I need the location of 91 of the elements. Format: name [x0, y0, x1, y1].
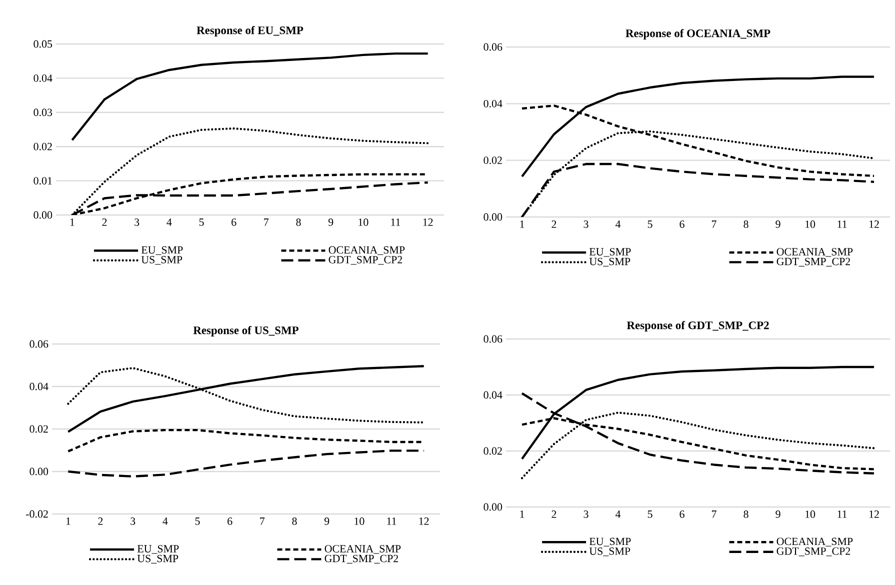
legend-label: US_SMP: [141, 256, 182, 265]
x-tick-label: 7: [712, 220, 716, 228]
x-tick-label: 1: [70, 218, 74, 226]
x-tick-label: 5: [648, 220, 652, 228]
x-tick-label: 11: [391, 218, 400, 226]
y-tick-label: 0.02: [484, 447, 502, 455]
y-tick-label: 0.01: [34, 177, 52, 185]
y-tick-label: 0.02: [484, 156, 502, 164]
y-tick-label: 0.06: [484, 335, 502, 343]
x-tick-label: 8: [292, 518, 297, 525]
x-tick-label: 4: [615, 220, 621, 228]
line-series: [520, 76, 876, 178]
x-tick-label: 8: [744, 220, 748, 228]
y-tick-label: 0.06: [484, 43, 502, 51]
x-tick-label: 9: [776, 220, 780, 228]
chart-title: Response of US_SMP: [193, 326, 298, 337]
x-tick-label: 3: [584, 220, 588, 228]
x-tick-label: 7: [712, 510, 716, 518]
x-tick-label: 11: [838, 510, 847, 518]
chart-title: Response of EU_SMP: [196, 26, 304, 36]
legend-label: US_SMP: [137, 554, 178, 564]
x-tick-label: 1: [520, 220, 524, 228]
x-tick-label: 9: [324, 518, 330, 525]
y-tick-label: 0.02: [34, 142, 52, 150]
y-tick-label: 0.00: [34, 211, 52, 219]
legend-label: OCEANIA_SMP: [776, 538, 853, 546]
y-tick-label: 0.00: [484, 213, 502, 221]
line-series: [71, 52, 429, 142]
legend-label: GDT_SMP_CP2: [328, 256, 402, 265]
legend-label: OCEANIA_SMP: [324, 545, 401, 554]
x-tick-label: 5: [199, 218, 204, 226]
y-tick-label: -0.02: [26, 510, 48, 518]
x-tick-label: 11: [838, 220, 847, 228]
legend-label: OCEANIA_SMP: [328, 246, 405, 255]
x-tick-label: 6: [680, 510, 684, 518]
y-tick-label: 0.00: [30, 468, 48, 476]
y-tick-label: 0.03: [34, 108, 52, 116]
x-tick-label: 4: [615, 510, 621, 518]
line-series: [67, 365, 425, 433]
x-tick-label: 9: [328, 218, 334, 226]
x-tick-label: 10: [806, 220, 816, 228]
x-tick-label: 2: [552, 220, 556, 228]
y-tick-label: 0.00: [484, 503, 502, 511]
x-tick-label: 8: [296, 218, 301, 226]
x-tick-label: 3: [130, 518, 136, 525]
legend-label: GDT_SMP_CP2: [776, 258, 850, 266]
y-tick-label: 0.04: [484, 100, 502, 108]
y-tick-label: 0.04: [484, 391, 502, 399]
line-series: [67, 450, 425, 478]
x-tick-label: 2: [552, 510, 556, 518]
x-tick-label: 1: [66, 518, 70, 525]
x-tick-label: 6: [680, 220, 684, 228]
x-tick-label: 6: [232, 218, 236, 226]
x-tick-label: 10: [358, 218, 368, 226]
legend-label: EU_SMP: [137, 545, 179, 554]
x-tick-label: 9: [776, 510, 780, 518]
x-tick-label: 7: [260, 518, 265, 525]
x-tick-label: 12: [870, 510, 879, 518]
x-tick-label: 10: [354, 518, 364, 525]
y-tick-label: 0.06: [30, 340, 48, 348]
x-tick-label: 5: [648, 510, 652, 518]
x-tick-label: 8: [744, 510, 748, 518]
y-tick-label: 0.04: [34, 74, 52, 82]
legend-label: US_SMP: [589, 547, 630, 556]
x-tick-label: 1: [520, 510, 524, 518]
x-tick-label: 12: [419, 518, 429, 525]
x-tick-label: 7: [264, 218, 269, 226]
y-tick-label: 0.05: [34, 40, 52, 48]
x-tick-label: 12: [423, 218, 433, 226]
legend-label: GDT_SMP_CP2: [776, 547, 850, 556]
x-tick-label: 11: [387, 518, 396, 525]
legend-label: US_SMP: [589, 258, 630, 266]
x-tick-label: 4: [162, 518, 168, 525]
x-tick-label: 4: [166, 218, 172, 226]
y-tick-label: 0.04: [30, 382, 48, 390]
chart-title: Response of OCEANIA_SMP: [626, 29, 770, 40]
chart-title: Response of GDT_SMP_CP2: [626, 321, 769, 332]
x-tick-label: 6: [228, 518, 232, 525]
legend-label: EU_SMP: [589, 538, 631, 546]
legend-label: EU_SMP: [141, 246, 183, 255]
x-tick-label: 12: [870, 220, 879, 228]
x-tick-label: 5: [195, 518, 200, 525]
x-tick-label: 2: [98, 518, 103, 525]
legend-label: EU_SMP: [589, 248, 631, 257]
x-tick-label: 3: [584, 510, 588, 518]
x-tick-label: 3: [134, 218, 140, 226]
y-tick-label: 0.02: [30, 425, 48, 433]
legend-label: GDT_SMP_CP2: [324, 554, 398, 564]
x-tick-label: 10: [806, 510, 816, 518]
x-tick-label: 2: [102, 218, 107, 226]
legend-label: OCEANIA_SMP: [776, 248, 853, 257]
